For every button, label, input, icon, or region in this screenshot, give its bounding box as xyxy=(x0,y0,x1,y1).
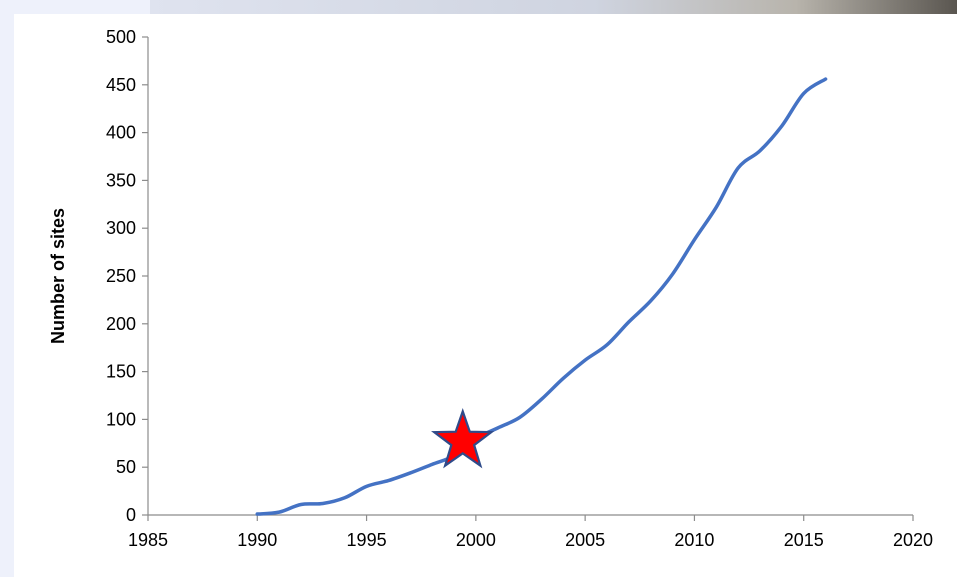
x-tick-label: 2000 xyxy=(456,530,496,550)
y-tick-label: 350 xyxy=(106,170,136,190)
y-tick-label: 300 xyxy=(106,218,136,238)
y-tick-label: 150 xyxy=(106,362,136,382)
y-tick-label: 450 xyxy=(106,75,136,95)
x-tick-label: 1990 xyxy=(237,530,277,550)
chart-panel xyxy=(14,14,957,577)
y-tick-label: 50 xyxy=(116,457,136,477)
y-tick-label: 100 xyxy=(106,409,136,429)
chart-ticks: 0 50 100 150 200 250 300 350 400 450 500 1985 1990 19… xyxy=(106,27,933,550)
y-tick-label: 250 xyxy=(106,266,136,286)
x-tick-label: 2015 xyxy=(784,530,824,550)
y-tick-label: 0 xyxy=(126,505,136,525)
x-tick-label: 1985 xyxy=(128,530,168,550)
x-tick-label: 2005 xyxy=(565,530,605,550)
chart-annotations xyxy=(431,408,495,469)
y-tick-label: 200 xyxy=(106,314,136,334)
x-tick-label: 2010 xyxy=(674,530,714,550)
star-marker xyxy=(431,408,495,469)
y-axis-title: Number of sites xyxy=(48,208,68,344)
chart-series xyxy=(255,77,828,516)
y-tick-label: 400 xyxy=(106,123,136,143)
series-line-0 xyxy=(255,77,828,516)
x-tick-label: 2020 xyxy=(893,530,933,550)
x-tick-label: 1995 xyxy=(347,530,387,550)
chart-axes xyxy=(147,37,913,516)
y-tick-label: 500 xyxy=(106,27,136,47)
background-photo-strip xyxy=(150,0,957,14)
